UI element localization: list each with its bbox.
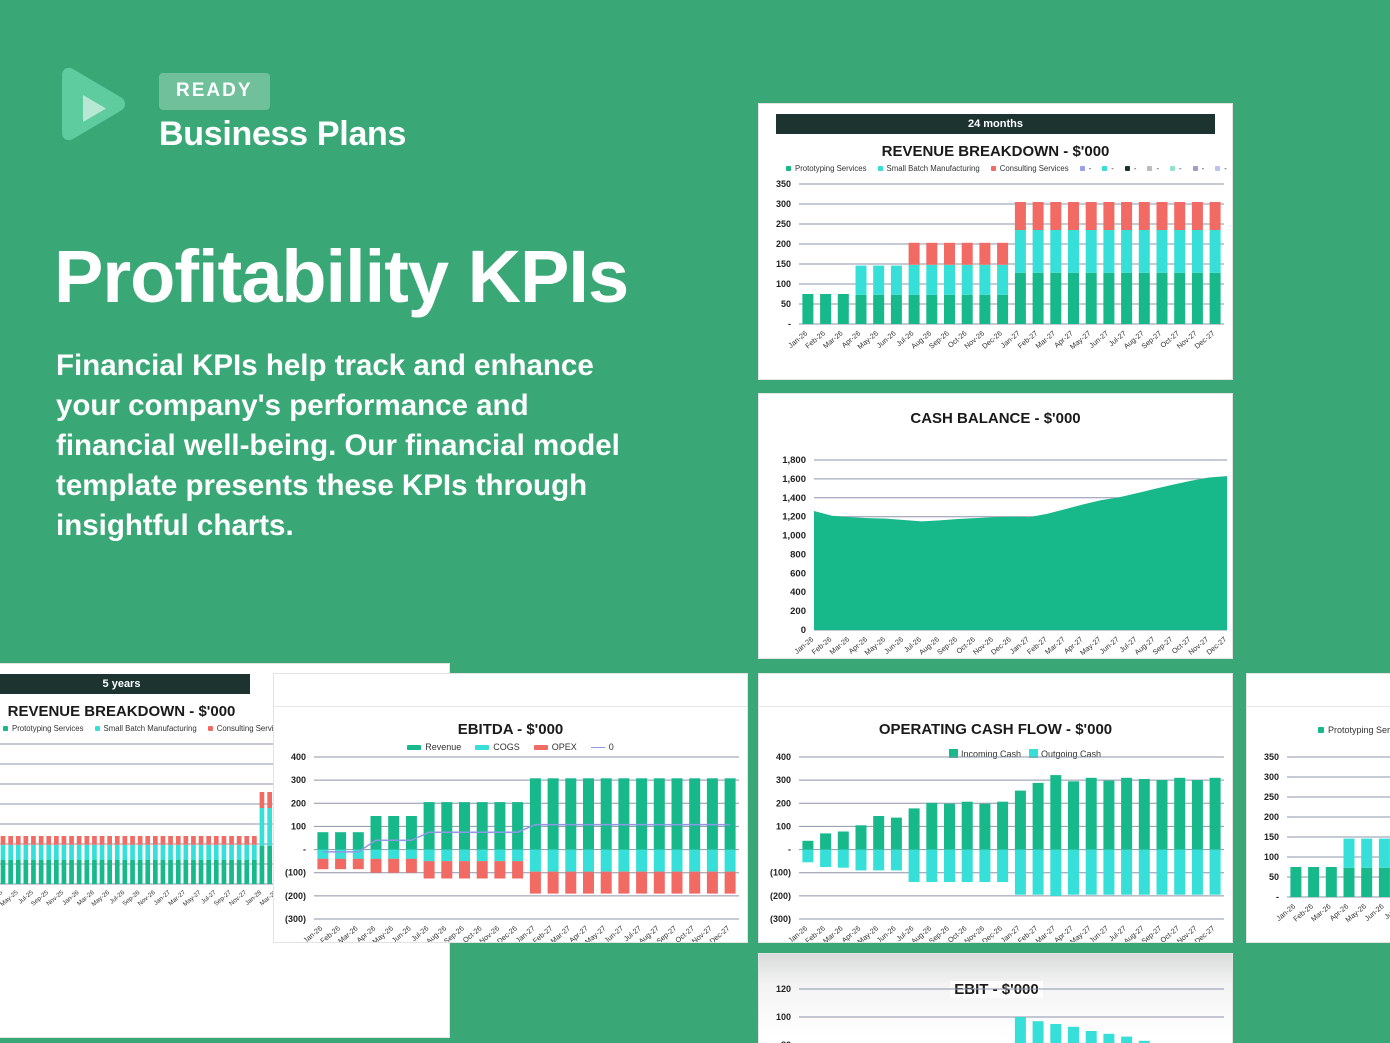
svg-text:May-26: May-26: [90, 889, 111, 908]
svg-text:Sep-26: Sep-26: [935, 635, 959, 657]
svg-text:Dec-26: Dec-26: [989, 635, 1013, 657]
svg-text:600: 600: [790, 568, 806, 579]
svg-text:100: 100: [1264, 852, 1279, 862]
svg-text:200: 200: [776, 239, 791, 249]
svg-text:100: 100: [776, 821, 791, 831]
svg-text:Dec-27: Dec-27: [708, 924, 732, 942]
svg-text:(200): (200): [285, 891, 306, 901]
svg-text:May-26: May-26: [863, 635, 887, 658]
svg-text:300: 300: [1264, 772, 1279, 782]
svg-text:Jun-26: Jun-26: [875, 924, 898, 942]
svg-text:120: 120: [776, 984, 791, 994]
svg-text:Nov-25: Nov-25: [45, 889, 65, 908]
svg-text:1,400: 1,400: [782, 493, 806, 504]
svg-text:Mar-26: Mar-26: [1309, 902, 1332, 924]
svg-text:May-25: May-25: [0, 889, 20, 908]
svg-text:Jun-26: Jun-26: [390, 924, 413, 942]
svg-text:Mar-27: Mar-27: [1043, 635, 1066, 657]
svg-text:Mar-27: Mar-27: [1034, 329, 1057, 351]
svg-text:-: -: [788, 319, 791, 329]
svg-text:150: 150: [776, 259, 791, 269]
svg-text:Jul-26: Jul-26: [1382, 902, 1390, 922]
svg-text:-: -: [303, 845, 306, 855]
svg-text:100: 100: [291, 821, 306, 831]
svg-text:May-27: May-27: [182, 889, 203, 908]
svg-text:800: 800: [790, 549, 806, 560]
svg-text:Dec-26: Dec-26: [980, 329, 1004, 351]
svg-text:Nov-26: Nov-26: [137, 889, 157, 908]
svg-text:Sep-27: Sep-27: [1139, 329, 1163, 351]
svg-text:Mar-26: Mar-26: [821, 329, 844, 351]
svg-text:1,000: 1,000: [782, 531, 806, 542]
svg-text:(300): (300): [770, 914, 791, 924]
svg-text:250: 250: [1264, 792, 1279, 802]
svg-text:1,800: 1,800: [782, 455, 806, 466]
svg-text:50: 50: [1269, 872, 1279, 882]
svg-text:May-27: May-27: [1078, 635, 1102, 658]
svg-text:Dec-27: Dec-27: [1204, 635, 1228, 657]
svg-text:Jun-27: Jun-27: [1098, 635, 1121, 656]
svg-text:1,600: 1,600: [782, 474, 806, 485]
svg-text:350: 350: [776, 179, 791, 189]
svg-text:0: 0: [801, 625, 806, 636]
svg-text:Mar-26: Mar-26: [828, 635, 851, 657]
svg-text:-: -: [788, 845, 791, 855]
svg-text:Dec-27: Dec-27: [1193, 329, 1217, 351]
svg-text:200: 200: [291, 798, 306, 808]
svg-text:300: 300: [291, 775, 306, 785]
svg-text:100: 100: [776, 1012, 791, 1022]
svg-text:400: 400: [291, 752, 306, 762]
svg-text:250: 250: [776, 219, 791, 229]
svg-text:400: 400: [790, 587, 806, 598]
svg-text:300: 300: [776, 199, 791, 209]
svg-text:-: -: [1276, 892, 1279, 902]
svg-text:150: 150: [1264, 832, 1279, 842]
svg-text:Jun-26: Jun-26: [1363, 902, 1386, 923]
svg-text:50: 50: [781, 299, 791, 309]
svg-text:100: 100: [776, 279, 791, 289]
svg-text:400: 400: [776, 752, 791, 762]
svg-text:Nov-27: Nov-27: [228, 889, 248, 908]
svg-text:1,200: 1,200: [782, 512, 806, 523]
svg-text:Jun-27: Jun-27: [602, 924, 625, 942]
svg-text:350: 350: [1264, 752, 1279, 762]
svg-text:Dec-27: Dec-27: [1193, 924, 1217, 942]
svg-text:Jun-27: Jun-27: [1087, 924, 1110, 942]
svg-text:Jun-26: Jun-26: [882, 635, 905, 656]
svg-text:200: 200: [790, 606, 806, 617]
svg-text:(300): (300): [285, 914, 306, 924]
svg-text:Sep-26: Sep-26: [927, 329, 951, 351]
svg-text:Sep-27: Sep-27: [1151, 635, 1175, 657]
svg-text:Jun-27: Jun-27: [1087, 329, 1110, 350]
svg-text:(200): (200): [770, 891, 791, 901]
svg-text:Jun-26: Jun-26: [875, 329, 898, 350]
svg-text:200: 200: [776, 798, 791, 808]
svg-text:200: 200: [1264, 812, 1279, 822]
svg-text:300: 300: [776, 775, 791, 785]
svg-text:(100): (100): [770, 868, 791, 878]
svg-text:(100): (100): [285, 868, 306, 878]
